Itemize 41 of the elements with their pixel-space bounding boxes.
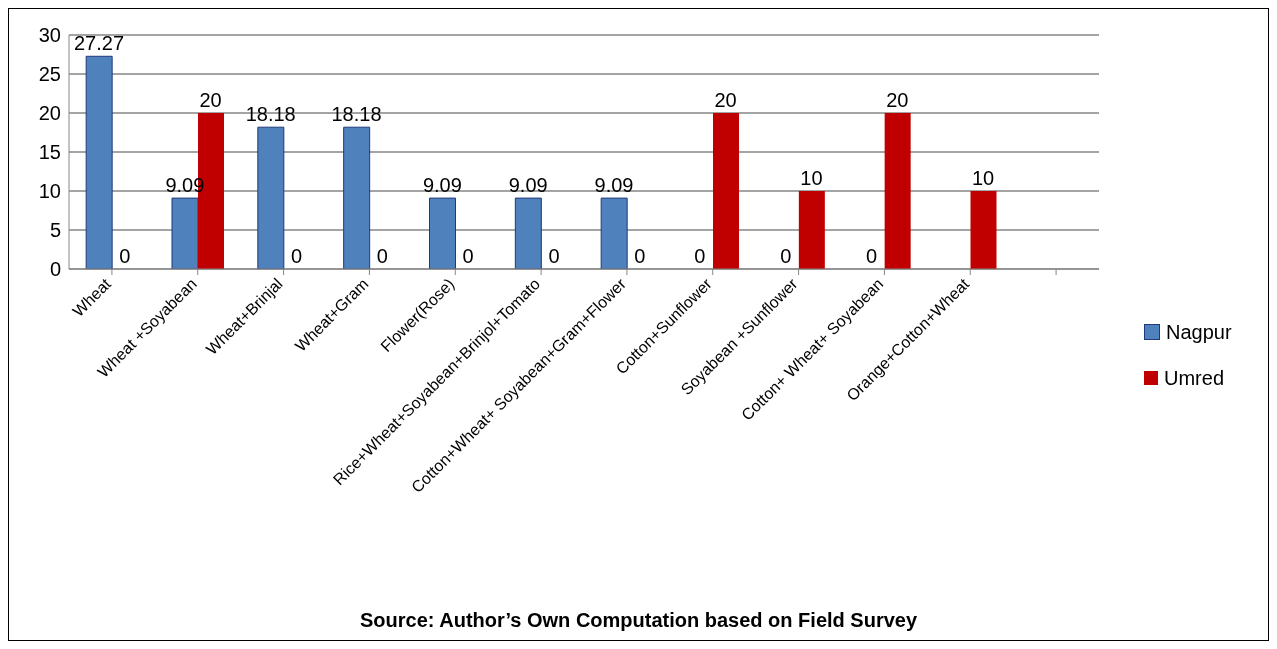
- data-label: 0: [462, 245, 474, 267]
- data-label: 0: [865, 245, 878, 267]
- y-tick-label: 10: [38, 180, 61, 203]
- data-label: 27.27: [74, 32, 125, 55]
- data-label: 0: [634, 245, 646, 267]
- bar: [600, 197, 628, 269]
- legend-label: Umred: [1164, 366, 1225, 391]
- bar: [884, 113, 911, 269]
- data-label: 0: [376, 245, 388, 267]
- bar: [970, 191, 997, 269]
- data-label: 0: [119, 245, 131, 267]
- data-label: 0: [780, 245, 792, 267]
- legend-label: Nagpur: [1166, 320, 1232, 345]
- y-tick-label: 15: [38, 141, 61, 164]
- y-tick-label: 5: [49, 219, 61, 242]
- data-label: 20: [714, 89, 737, 111]
- bar: [85, 55, 113, 269]
- data-label: 18.18: [331, 103, 382, 126]
- bar: [343, 126, 371, 269]
- y-tick-label: 0: [49, 258, 61, 281]
- bar: [171, 197, 199, 269]
- data-label: 0: [290, 245, 303, 267]
- y-tick-label: 20: [38, 102, 61, 125]
- bar: [514, 197, 542, 269]
- data-label: 10: [972, 167, 995, 189]
- data-label: 0: [694, 245, 706, 267]
- bar: [429, 197, 456, 269]
- data-label: 20: [199, 89, 222, 111]
- bar: [713, 113, 739, 269]
- data-label: 9.09: [508, 174, 548, 197]
- bar: [798, 191, 825, 269]
- data-label: 20: [886, 89, 909, 111]
- data-label: 10: [800, 167, 823, 189]
- bar: [257, 126, 285, 269]
- data-label: 0: [548, 245, 560, 267]
- data-label: 9.09: [422, 174, 462, 197]
- y-tick-label: 30: [38, 24, 61, 47]
- y-tick-label: 25: [38, 63, 61, 86]
- data-label: 18.18: [245, 103, 296, 126]
- data-label: 9.09: [594, 174, 634, 197]
- source-note: Source: Author’s Own Computation based on Field Survey: [358, 609, 919, 632]
